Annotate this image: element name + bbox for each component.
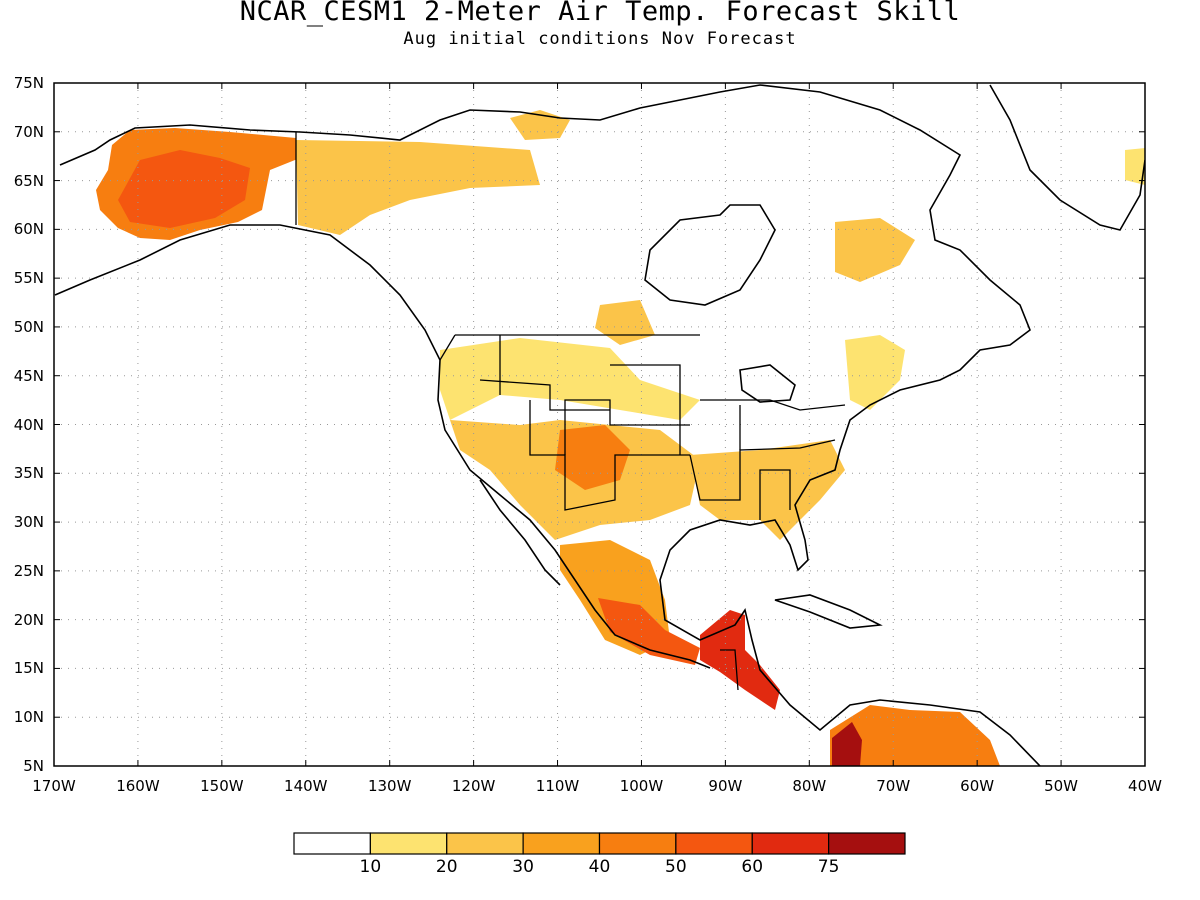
map-title: NCAR_CESM1 2-Meter Air Temp. Forecast Sk…: [239, 0, 961, 27]
skill-shading: [96, 110, 1145, 766]
colombia-region: [832, 722, 862, 766]
colorbar-swatch: [751, 832, 830, 855]
lon-label: 50W: [1044, 777, 1079, 795]
colorbar-label: 75: [817, 857, 840, 877]
lon-label: 120W: [451, 777, 496, 795]
northwest-us-region: [440, 338, 700, 420]
lat-label: 25N: [13, 561, 44, 580]
prairies-region: [595, 300, 655, 345]
colorbar: [293, 832, 906, 855]
colorbar-swatch: [598, 832, 677, 855]
central-america-region: [700, 610, 780, 710]
lon-label: 140W: [284, 777, 328, 795]
yukon-region: [296, 140, 540, 235]
colorbar-label: 20: [435, 857, 458, 877]
east-coast-region: [845, 335, 905, 410]
alaska-core: [118, 150, 250, 228]
southeast-us-region: [690, 440, 845, 540]
political-borders: [295, 132, 846, 691]
colorbar-label: 10: [359, 857, 382, 877]
lon-label: 80W: [792, 777, 827, 795]
northern-sa-region: [830, 705, 1000, 766]
map-subtitle: Aug initial conditions Nov Forecast: [403, 29, 797, 49]
coastlines: [54, 84, 1145, 766]
southern-mexico-region: [598, 598, 700, 665]
lat-label: 30N: [13, 513, 44, 532]
great-lakes: [739, 364, 796, 403]
lat-label: 60N: [13, 220, 44, 239]
lon-label: 40W: [1128, 777, 1162, 795]
lon-label: 60W: [960, 777, 995, 795]
lon-label: 100W: [619, 777, 664, 795]
lon-label: 160W: [116, 777, 160, 795]
four-corners-region: [555, 425, 630, 490]
lat-label: 55N: [13, 269, 44, 288]
colorbar-swatch: [369, 832, 448, 855]
lon-label: 90W: [708, 777, 743, 795]
colorbar-label: 60: [741, 857, 764, 877]
colorbar-label: 50: [665, 857, 687, 877]
lat-label: 70N: [13, 122, 44, 141]
hudson-bay: [644, 204, 776, 306]
colorbar-swatch: [522, 832, 601, 855]
lat-label: 5N: [23, 757, 44, 775]
axis-ticks: [53, 82, 1146, 767]
colorbar-label: 40: [588, 857, 611, 877]
lat-label: 50N: [13, 317, 44, 336]
north-america-coast: [59, 84, 1041, 766]
greenland-edge-region: [1125, 148, 1145, 185]
lat-label: 40N: [13, 415, 44, 434]
lat-label: 15N: [13, 659, 44, 678]
cuba: [774, 594, 883, 629]
lat-label: 10N: [13, 708, 44, 727]
lon-label: 70W: [876, 777, 911, 795]
baja: [479, 479, 561, 586]
lon-label: 150W: [200, 777, 244, 795]
quebec-region: [835, 218, 915, 282]
lat-label: 75N: [13, 74, 44, 92]
lon-label: 130W: [367, 777, 412, 795]
lat-label: 45N: [13, 366, 44, 385]
colorbar-swatch: [675, 832, 753, 855]
colorbar-swatch: [828, 832, 906, 855]
colorbar-swatch: [446, 832, 524, 855]
colorbar-swatch: [293, 832, 371, 855]
map-content: [54, 83, 1145, 766]
colorbar-label: 30: [512, 857, 534, 877]
west-coast: [54, 224, 711, 669]
lat-label: 65N: [13, 171, 44, 190]
lon-label: 170W: [32, 777, 76, 795]
lat-label: 20N: [13, 610, 44, 629]
lat-label: 35N: [13, 464, 44, 483]
greenland-coast: [989, 84, 1145, 231]
lon-label: 110W: [535, 777, 580, 795]
